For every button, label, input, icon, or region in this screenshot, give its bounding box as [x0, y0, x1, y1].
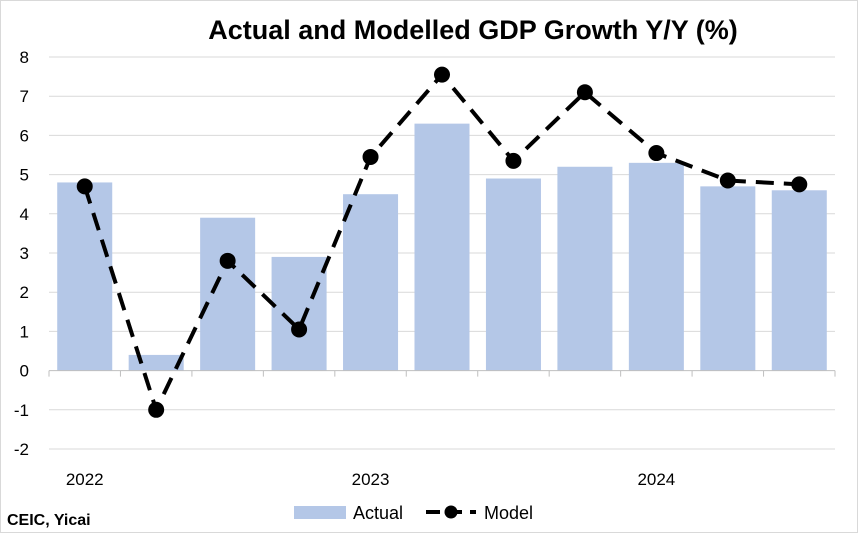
legend-label-actual: Actual [353, 503, 403, 523]
bars [57, 123, 827, 371]
bar-actual [271, 256, 327, 371]
y-tick-label: -2 [14, 440, 29, 459]
point-model [148, 401, 165, 418]
legend-swatch-model-marker [444, 505, 458, 519]
y-tick-label: -1 [14, 401, 29, 420]
bar-actual [343, 194, 399, 371]
point-model [219, 252, 236, 269]
point-model [76, 178, 93, 195]
y-tick-label: 2 [20, 283, 29, 302]
x-tick-label: 2023 [352, 470, 390, 489]
y-tick-label: 3 [20, 244, 29, 263]
point-model [719, 172, 736, 189]
y-tick-label: 7 [20, 87, 29, 106]
legend: Actual Model [294, 503, 533, 523]
bar-actual [57, 182, 113, 371]
bar-actual [557, 166, 613, 371]
point-model [791, 176, 808, 193]
model-line [76, 66, 808, 418]
point-model [291, 321, 308, 338]
y-tick-label: 6 [20, 126, 29, 145]
y-tick-label: 0 [20, 362, 29, 381]
legend-swatch-actual [294, 506, 346, 519]
bar-actual [200, 217, 256, 371]
bar-actual [485, 178, 541, 371]
bar-actual [128, 354, 184, 371]
x-tick-label: 2024 [637, 470, 675, 489]
point-model [362, 148, 379, 165]
y-tick-label: 4 [20, 205, 29, 224]
y-tick-label: 5 [20, 166, 29, 185]
legend-label-model: Model [484, 503, 533, 523]
y-tick-label: 8 [20, 48, 29, 67]
chart-title: Actual and Modelled GDP Growth Y/Y (%) [208, 15, 738, 45]
point-model [648, 145, 665, 162]
x-tick-label: 2022 [66, 470, 104, 489]
axes: -2 -1 0 1 2 3 4 5 6 7 8 2022 2023 2024 [14, 48, 836, 489]
point-model [434, 66, 450, 83]
point-model [505, 152, 522, 169]
bar-actual [700, 186, 756, 371]
bar-actual [771, 190, 827, 371]
bar-actual [414, 123, 470, 371]
y-tick-label: 1 [20, 322, 29, 341]
bar-actual [628, 162, 684, 371]
source-note: CEIC, Yicai [7, 512, 91, 529]
point-model [576, 84, 593, 101]
